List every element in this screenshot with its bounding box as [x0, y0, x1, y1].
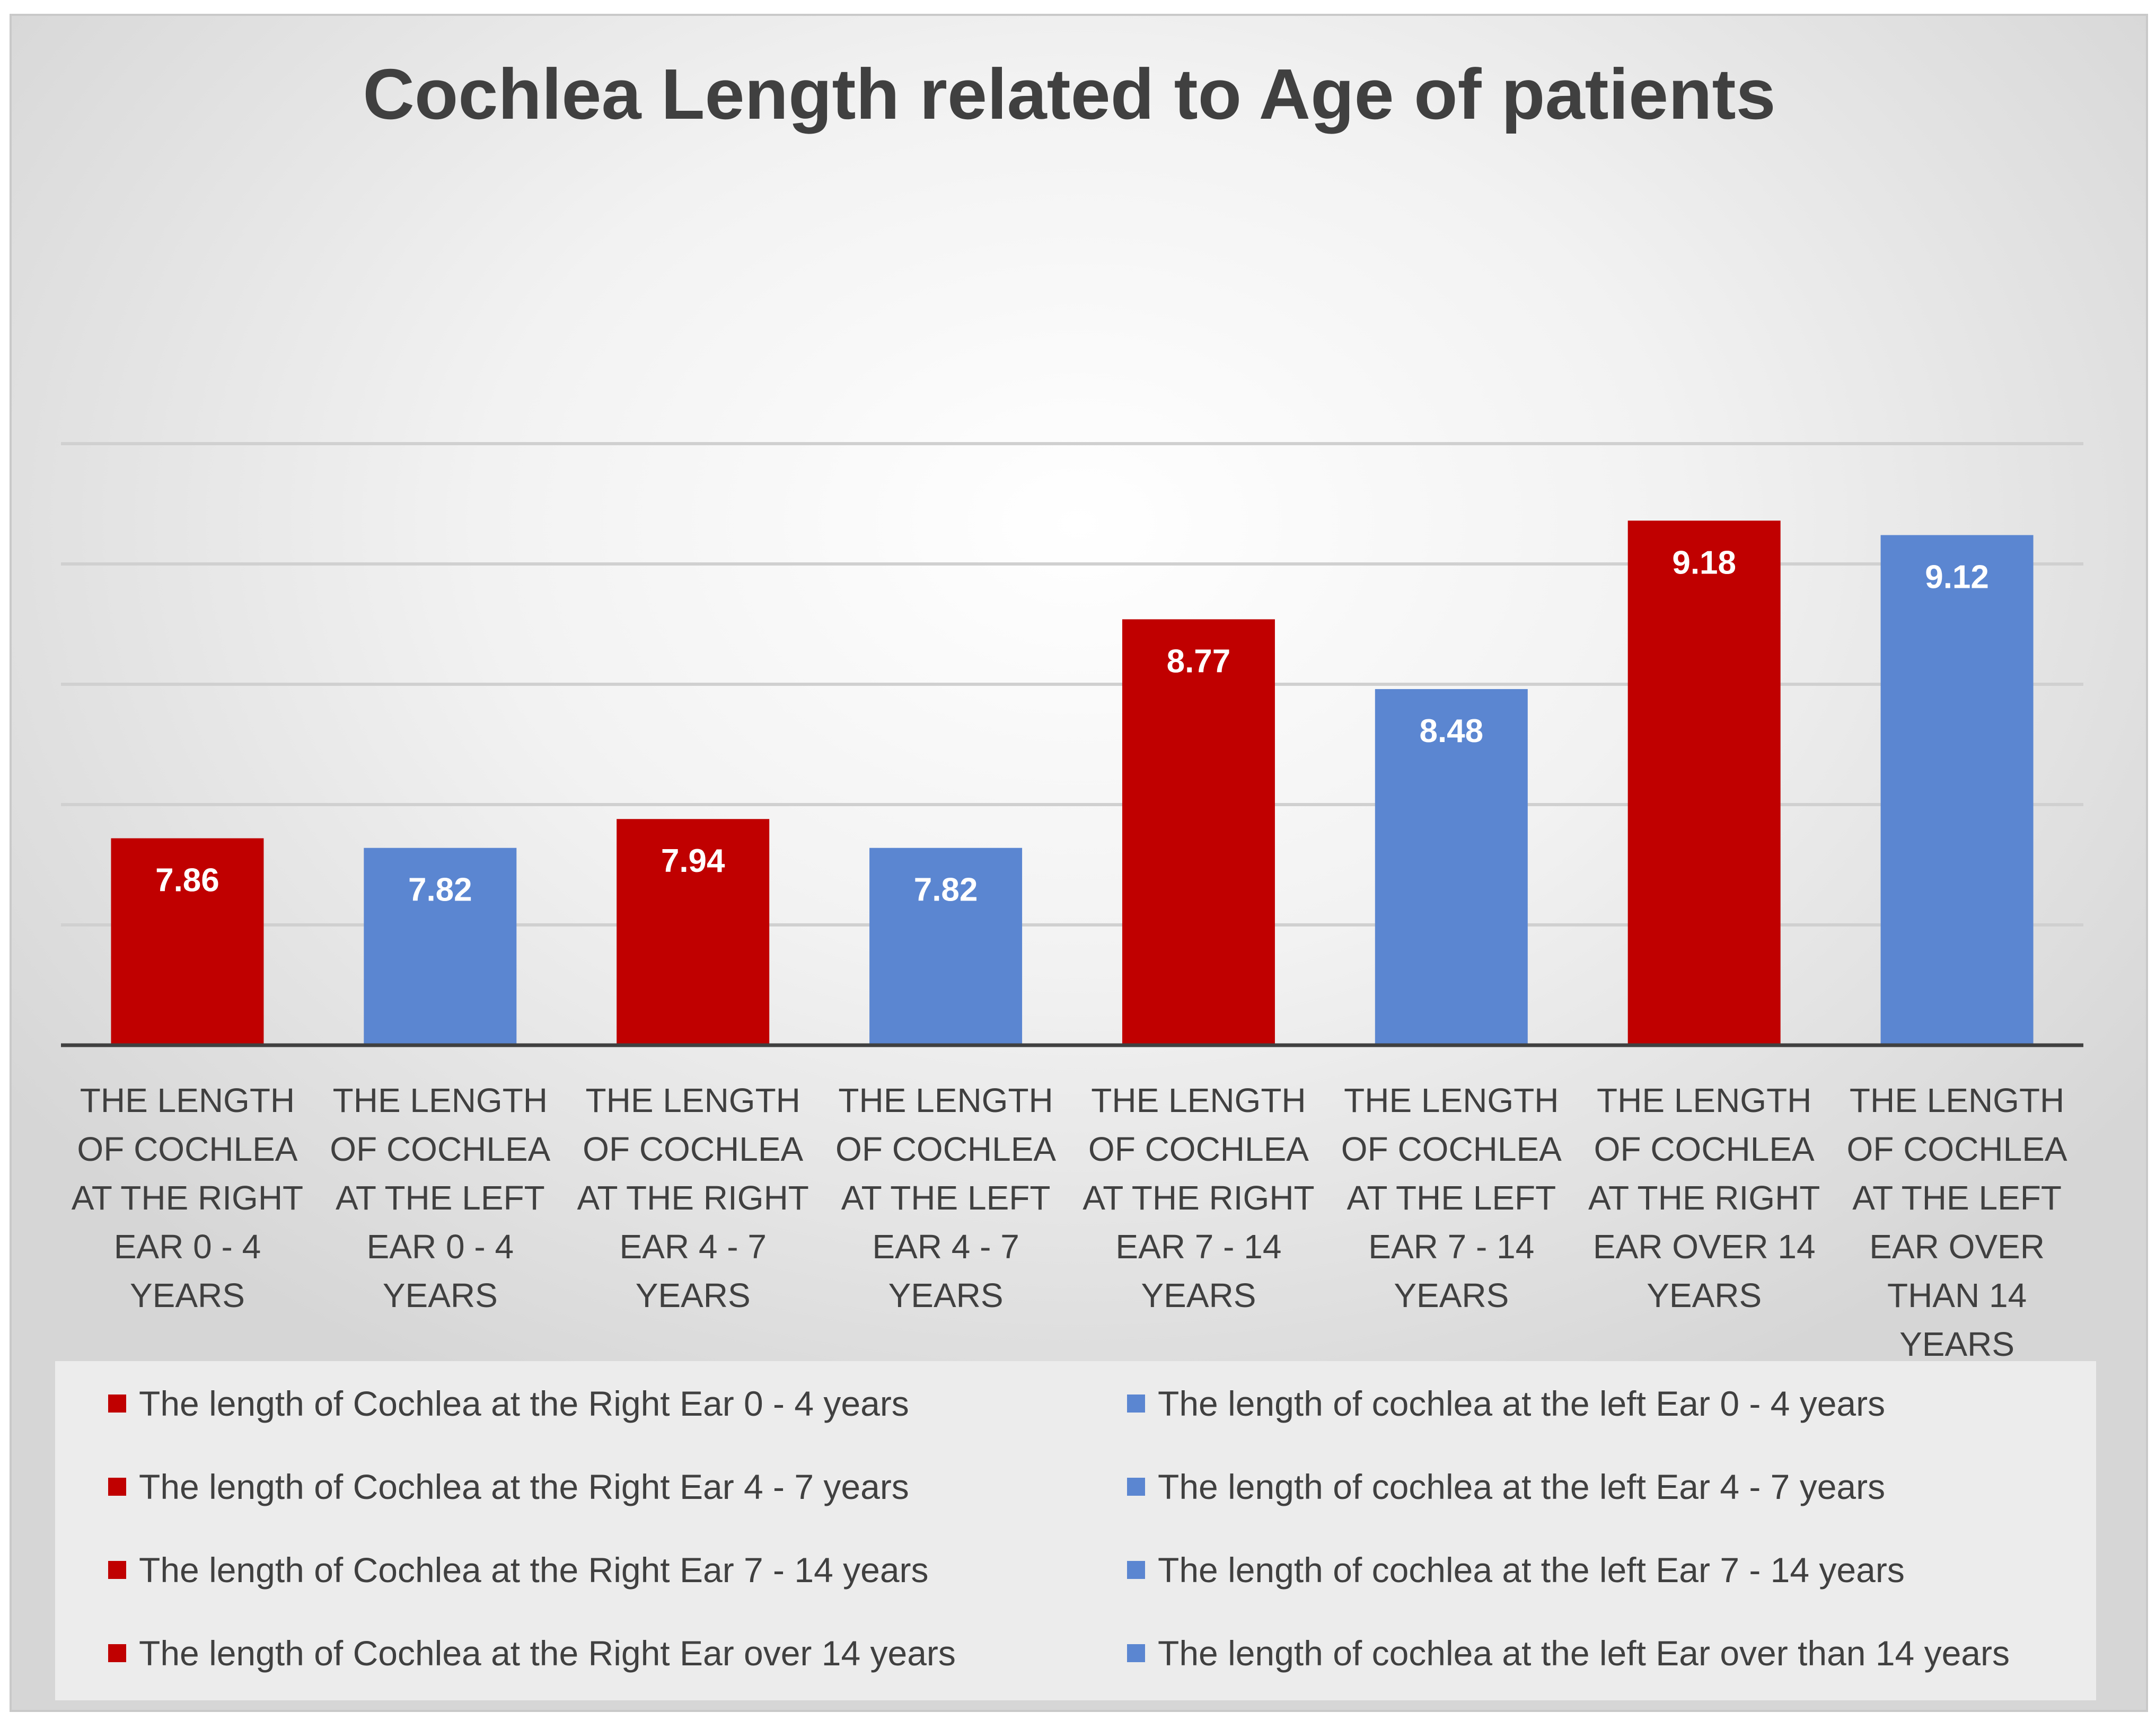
bar-value-label-6: 8.48: [1419, 713, 1483, 749]
legend-item-5: The length of Cochlea at the Right Ear 7…: [108, 1549, 929, 1591]
legend-item-3: The length of Cochlea at the Right Ear 4…: [108, 1466, 909, 1508]
bar-6: [1375, 689, 1528, 1045]
legend-swatch: [108, 1644, 126, 1662]
chart-title: Cochlea Length related to Age of patient…: [363, 54, 1776, 134]
bar-3: [617, 819, 770, 1045]
x-tick-label-1: THE LENGTH OF COCHLEA AT THE RIGHT EAR 0…: [71, 1081, 304, 1314]
legend-item-1: The length of Cochlea at the Right Ear 0…: [108, 1382, 909, 1425]
legend-swatch: [1127, 1395, 1145, 1413]
bar-value-label-8: 9.12: [1925, 559, 1989, 596]
x-tick-label-4: THE LENGTH OF COCHLEA AT THE LEFT EAR 4 …: [835, 1081, 1057, 1314]
bar-value-label-2: 7.82: [408, 872, 472, 908]
bar-value-label-5: 8.77: [1167, 643, 1231, 679]
legend-label: The length of cochlea at the left Ear 7 …: [1158, 1550, 1905, 1590]
legend-item-4: The length of cochlea at the left Ear 4 …: [1127, 1466, 1885, 1508]
bar-2: [364, 848, 517, 1045]
bar-4: [869, 848, 1023, 1045]
x-tick-label-8: THE LENGTH OF COCHLEA AT THE LEFT EAR OV…: [1846, 1081, 2067, 1363]
bar-7: [1627, 520, 1781, 1045]
legend-item-2: The length of cochlea at the left Ear 0 …: [1127, 1382, 1885, 1425]
x-tick-label-6: THE LENGTH OF COCHLEA AT THE LEFT EAR 7 …: [1341, 1081, 1562, 1314]
bar-value-label-7: 9.18: [1672, 544, 1736, 581]
legend-item-6: The length of cochlea at the left Ear 7 …: [1127, 1549, 1905, 1591]
x-tick-label-3: THE LENGTH OF COCHLEA AT THE RIGHT EAR 4…: [577, 1081, 809, 1314]
bar-value-label-1: 7.86: [155, 862, 219, 899]
legend-label: The length of Cochlea at the Right Ear 7…: [139, 1550, 929, 1590]
bar-8: [1880, 535, 2034, 1045]
bar-1: [111, 838, 264, 1045]
legend-label: The length of Cochlea at the Right Ear 4…: [139, 1467, 909, 1506]
legend-label: The length of cochlea at the left Ear 4 …: [1158, 1467, 1886, 1506]
legend-item-7: The length of Cochlea at the Right Ear o…: [108, 1632, 956, 1674]
legend-label: The length of Cochlea at the Right Ear o…: [139, 1634, 956, 1673]
bar-value-label-4: 7.82: [914, 872, 978, 908]
x-tick-label-7: THE LENGTH OF COCHLEA AT THE RIGHT EAR O…: [1588, 1081, 1820, 1314]
legend: The length of Cochlea at the Right Ear 0…: [55, 1361, 2096, 1700]
bar-value-label-3: 7.94: [661, 843, 725, 879]
legend-swatch: [108, 1478, 126, 1496]
x-tick-label-2: THE LENGTH OF COCHLEA AT THE LEFT EAR 0 …: [330, 1081, 551, 1314]
legend-swatch: [1127, 1561, 1145, 1579]
legend-item-8: The length of cochlea at the left Ear ov…: [1127, 1632, 2010, 1674]
legend-label: The length of cochlea at the left Ear ov…: [1158, 1634, 2010, 1673]
legend-swatch: [1127, 1478, 1145, 1496]
bar-5: [1122, 619, 1275, 1045]
legend-swatch: [1127, 1644, 1145, 1662]
legend-label: The length of cochlea at the left Ear 0 …: [1158, 1384, 1886, 1423]
legend-label: The length of Cochlea at the Right Ear 0…: [139, 1384, 909, 1423]
x-tick-label-5: THE LENGTH OF COCHLEA AT THE RIGHT EAR 7…: [1083, 1081, 1315, 1314]
bars: 7.86 7.82 7.94 7.82 8.77 8.48 9.18 9.12: [111, 520, 2034, 1045]
legend-swatch: [108, 1395, 126, 1413]
legend-swatch: [108, 1561, 126, 1579]
